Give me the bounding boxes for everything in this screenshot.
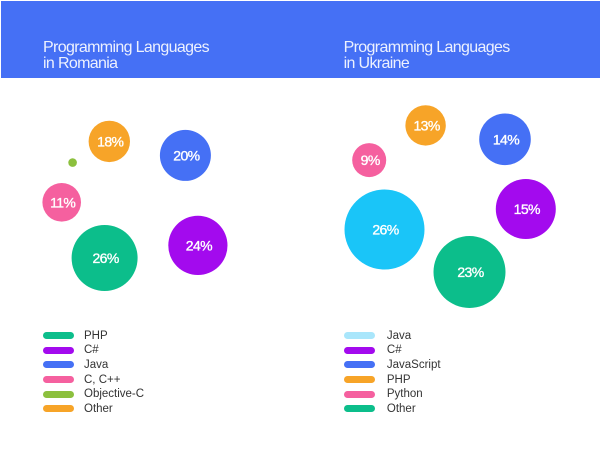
svg-text:18%: 18% <box>97 133 123 149</box>
svg-text:23%: 23% <box>457 264 483 280</box>
svg-text:26%: 26% <box>92 250 118 266</box>
svg-text:20%: 20% <box>173 147 199 163</box>
svg-text:14%: 14% <box>493 131 519 147</box>
svg-text:15%: 15% <box>514 201 540 217</box>
svg-text:11%: 11% <box>50 194 75 210</box>
svg-text:13%: 13% <box>413 117 439 133</box>
svg-text:24%: 24% <box>186 237 212 253</box>
svg-text:26%: 26% <box>372 222 398 238</box>
svg-text:9%: 9% <box>361 152 380 168</box>
